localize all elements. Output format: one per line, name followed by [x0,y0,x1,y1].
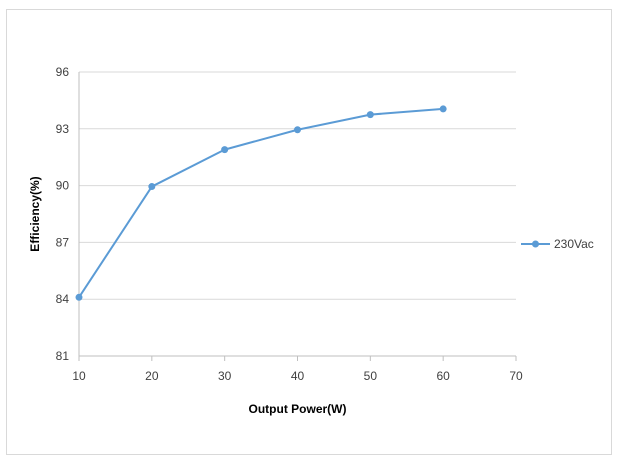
y-tick-label: 96 [56,65,70,79]
y-tick-label: 87 [56,235,70,249]
x-tick-label: 40 [291,369,305,383]
data-point [75,293,83,301]
data-point [366,111,374,119]
x-tick-label: 60 [436,369,450,383]
data-point [221,146,229,154]
x-tick-label: 50 [364,369,378,383]
series-line [78,107,444,298]
legend: 230Vac [521,237,594,251]
x-tick-label: 20 [145,369,159,383]
gridlines [79,71,516,300]
x-tick-label: 70 [509,369,523,383]
y-tick-label: 93 [56,122,70,136]
x-tick-label: 10 [72,369,86,383]
x-tick-labels: 10 20 30 40 50 60 70 [72,356,523,383]
x-axis-label: Output Power(W) [249,402,347,416]
y-axis-label: Efficiency(%) [28,176,42,251]
y-tick-label: 81 [56,349,70,363]
chart-frame [6,9,612,455]
y-tick-labels: 81 84 87 90 93 96 [56,65,70,363]
data-point [148,183,156,191]
y-tick-label: 90 [56,179,70,193]
x-tick-label: 30 [218,369,232,383]
legend-label: 230Vac [554,237,594,251]
legend-point-marker [532,240,539,248]
series-layer [75,105,447,301]
data-point [294,126,301,134]
data-point [439,105,447,113]
y-tick-label: 84 [56,292,70,306]
